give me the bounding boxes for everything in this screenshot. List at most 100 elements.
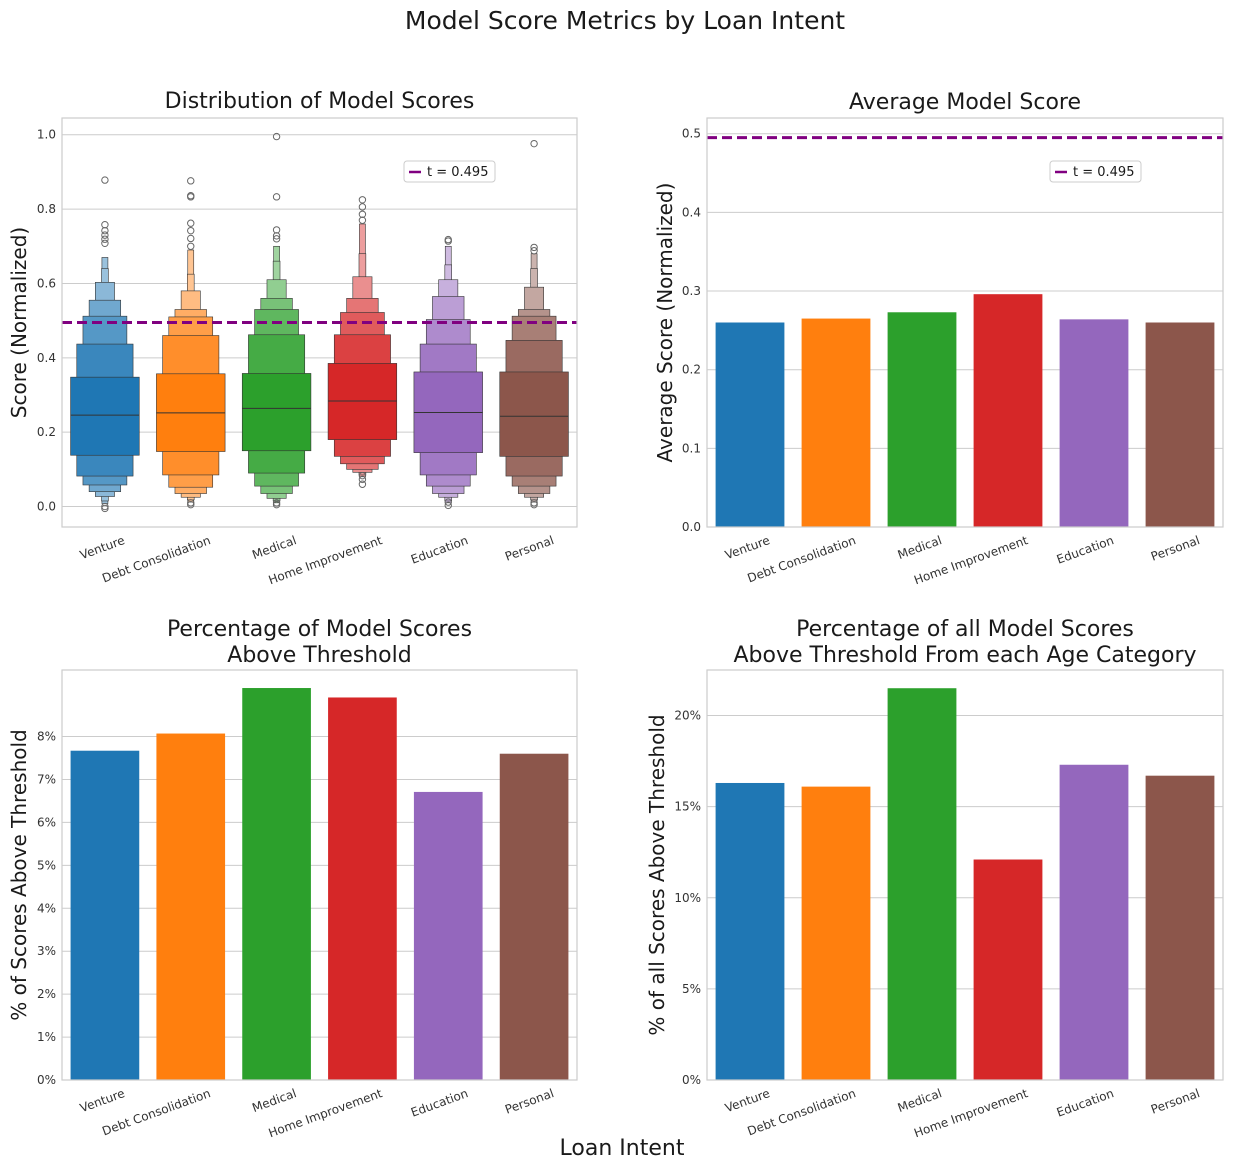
- y-tick-label: 0.2: [682, 363, 701, 377]
- figure-supxlabel: Loan Intent: [560, 1136, 685, 1161]
- y-axis-label: Average Score (Normalized): [653, 183, 677, 463]
- boxen-level: [499, 371, 569, 457]
- outlier-point: [101, 502, 109, 511]
- y-tick-label: 0%: [37, 1073, 56, 1087]
- outlier-point: [187, 177, 195, 185]
- outlier-point: [358, 216, 367, 224]
- outlier-point: [358, 203, 367, 211]
- axes-frame: [61, 669, 578, 1081]
- y-axis-label: % of all Scores Above Threshold: [645, 714, 669, 1035]
- y-tick-label: 0.4: [682, 205, 701, 219]
- outlier-point: [272, 235, 281, 243]
- bar: [887, 312, 957, 527]
- chart-title-line: Average Model Score: [849, 90, 1081, 115]
- bar: [70, 750, 140, 1080]
- axes-frame: [706, 117, 1224, 528]
- outlier-point: [101, 176, 109, 184]
- chart-title-line: Percentage of Model Scores: [167, 617, 472, 642]
- chart-title-line: Distribution of Model Scores: [165, 89, 475, 114]
- legend-label: t = 0.495: [1073, 165, 1134, 180]
- outlier-point: [187, 226, 195, 235]
- bar: [715, 322, 785, 527]
- bar: [973, 294, 1043, 527]
- outlier-point: [187, 219, 195, 227]
- y-tick-label: 5%: [682, 982, 701, 996]
- chart-title-line: Percentage of all Model Scores: [796, 617, 1134, 642]
- outlier-point: [444, 501, 452, 510]
- bar: [1145, 322, 1215, 527]
- outlier-point: [101, 231, 109, 239]
- y-tick-label: 0.6: [37, 276, 56, 290]
- y-tick-label: 1%: [37, 1030, 56, 1044]
- outlier-point: [358, 475, 367, 484]
- outlier-point: [530, 499, 538, 507]
- outlier-point: [530, 500, 538, 509]
- y-tick-label: 0.0: [682, 520, 701, 534]
- legend-box: [1049, 160, 1142, 183]
- bar: [413, 791, 483, 1080]
- outlier-point: [101, 235, 109, 243]
- bar: [801, 786, 871, 1080]
- y-tick-label: 8%: [37, 730, 56, 744]
- outlier-point: [187, 499, 195, 507]
- bar: [887, 688, 957, 1080]
- y-tick-label: 3%: [37, 944, 56, 958]
- axes-frame: [706, 669, 1224, 1081]
- bar: [715, 782, 785, 1080]
- chart-title-line: Above Threshold From each Age Category: [733, 643, 1196, 668]
- outlier-point: [101, 226, 109, 235]
- axes-frame: [61, 117, 578, 528]
- y-tick-label: 0.2: [37, 425, 56, 439]
- y-tick-label: 20%: [674, 709, 701, 723]
- boxen-level: [241, 373, 312, 452]
- y-tick-label: 0%: [682, 1073, 701, 1087]
- figure-suptitle: Model Score Metrics by Loan Intent: [405, 6, 845, 35]
- outlier-point: [187, 500, 195, 509]
- outlier-point: [530, 139, 538, 148]
- outlier-point: [358, 471, 367, 480]
- bar: [1059, 764, 1129, 1080]
- y-tick-label: 0.3: [682, 284, 701, 298]
- y-axis-label: % of Scores Above Threshold: [7, 729, 31, 1020]
- chart-title-line: Above Threshold: [227, 643, 411, 668]
- bar: [499, 753, 569, 1080]
- y-tick-label: 0.5: [682, 127, 701, 141]
- outlier-point: [272, 193, 281, 201]
- y-tick-label: 15%: [674, 800, 701, 814]
- outlier-point: [187, 193, 195, 201]
- bar: [973, 859, 1043, 1080]
- bar: [242, 688, 311, 1080]
- y-tick-label: 0.8: [37, 202, 56, 216]
- outlier-point: [101, 239, 109, 248]
- outlier-point: [272, 232, 281, 240]
- outlier-point: [444, 237, 452, 245]
- outlier-point: [187, 242, 195, 250]
- chart-panel-1: Distribution of Model Scores 0.0 0.2 0.4 0.6…: [7, 89, 578, 587]
- y-tick-label: 4%: [37, 901, 56, 915]
- y-tick-label: 7%: [37, 772, 56, 786]
- outlier-point: [530, 247, 538, 255]
- outlier-point: [272, 500, 281, 509]
- outlier-point: [187, 234, 195, 243]
- legend-label: t = 0.495: [427, 165, 488, 180]
- y-tick-label: 2%: [37, 987, 56, 1001]
- y-tick-label: 0.4: [37, 351, 56, 365]
- y-tick-label: 6%: [37, 815, 56, 829]
- y-tick-label: 0.0: [37, 500, 56, 514]
- bar: [1059, 319, 1129, 527]
- legend-box: [403, 160, 496, 183]
- outlier-point: [444, 498, 452, 506]
- outlier-point: [358, 480, 367, 488]
- bar: [801, 318, 871, 527]
- y-axis-label: Score (Normalized): [7, 227, 31, 418]
- boxen-level: [70, 376, 140, 456]
- outlier-point: [358, 196, 367, 204]
- outlier-point: [530, 243, 538, 252]
- bar: [328, 697, 397, 1080]
- outlier-point: [101, 504, 109, 513]
- y-tick-label: 10%: [674, 891, 701, 905]
- boxen-level: [327, 363, 398, 440]
- bar: [1145, 775, 1215, 1080]
